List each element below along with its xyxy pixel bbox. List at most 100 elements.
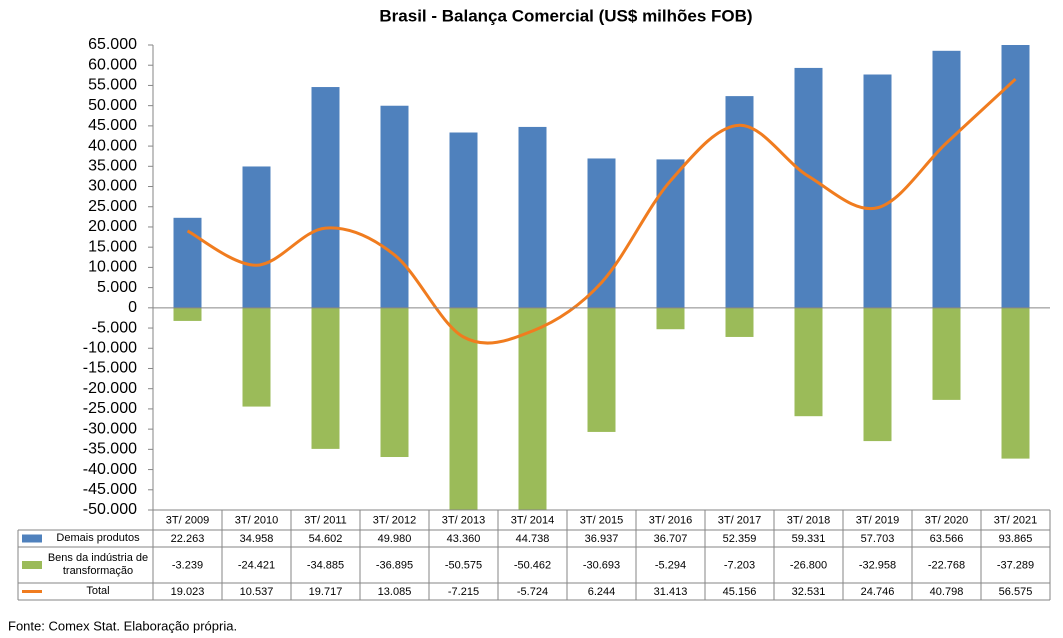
data-label: 32.531 (792, 586, 826, 598)
y-tick-label: 35.000 (88, 158, 137, 175)
x-tick-label: 3T/ 2019 (856, 514, 899, 526)
bar (1001, 307, 1030, 459)
x-tick-label: 3T/ 2017 (718, 514, 761, 526)
x-tick-label: 3T/ 2015 (580, 514, 623, 526)
bar (1001, 45, 1030, 308)
source-note: Fonte: Comex Stat. Elaboração própria. (8, 618, 237, 633)
data-label: 45.156 (723, 586, 757, 598)
bars (173, 45, 1030, 510)
bar (587, 158, 616, 308)
x-tick-label: 3T/ 2010 (235, 514, 278, 526)
bar (794, 307, 823, 417)
y-tick-label: 40.000 (88, 137, 137, 154)
y-tick-label: -35.000 (83, 441, 137, 458)
data-label: -3.239 (172, 559, 203, 571)
y-tick-label: 60.000 (88, 56, 137, 73)
bar (587, 307, 616, 432)
bar (173, 307, 202, 321)
legend-entry: Bens da indústria de transformação (47, 552, 149, 577)
bar (380, 307, 409, 458)
data-label: 52.359 (723, 533, 757, 545)
data-label: 40.798 (930, 586, 964, 598)
x-tick-label: 3T/ 2013 (442, 514, 485, 526)
bar (311, 87, 340, 308)
data-label: -34.885 (307, 559, 344, 571)
y-tick-label: -10.000 (83, 339, 137, 356)
chart-title: Brasil - Balança Comercial (US$ milhões … (379, 6, 752, 25)
y-tick-label: -30.000 (83, 420, 137, 437)
y-tick-label: -40.000 (83, 461, 137, 478)
data-label: 19.023 (171, 586, 205, 598)
y-tick-label: 55.000 (88, 77, 137, 94)
data-label: 56.575 (999, 586, 1033, 598)
data-label: 49.980 (378, 533, 412, 545)
data-label: -50.575 (445, 559, 482, 571)
y-tick-label: -15.000 (83, 360, 137, 377)
bar (794, 67, 823, 308)
data-label: 63.566 (930, 533, 964, 545)
data-label: -5.724 (517, 586, 548, 598)
data-label: 43.360 (447, 533, 481, 545)
x-tick-label: 3T/ 2020 (925, 514, 968, 526)
y-tick-label: 30.000 (88, 178, 137, 195)
bar (863, 74, 892, 308)
bar (518, 126, 547, 308)
data-label: 36.937 (585, 533, 619, 545)
legend-label: Bens da indústria de transformação (47, 552, 149, 577)
y-tick-label: -5.000 (92, 319, 137, 336)
data-label: 19.717 (309, 586, 343, 598)
data-label: 13.085 (378, 586, 412, 598)
data-label: 93.865 (999, 533, 1033, 545)
y-tick-label: -25.000 (83, 400, 137, 417)
bar (173, 217, 202, 308)
bar (449, 132, 478, 308)
y-tick-label: 25.000 (88, 198, 137, 215)
y-tick-label: -20.000 (83, 380, 137, 397)
x-tick-label: 3T/ 2018 (787, 514, 830, 526)
y-tick-label: 20.000 (88, 218, 137, 235)
bar (863, 307, 892, 442)
y-tick-label: 15.000 (88, 238, 137, 255)
legend-entry: Total (86, 585, 110, 597)
bar (932, 50, 961, 308)
data-label: 36.707 (654, 533, 688, 545)
line (186, 77, 1017, 345)
data-label: -7.203 (724, 559, 755, 571)
y-tick-label: 0 (128, 299, 137, 316)
data-label: 10.537 (240, 586, 274, 598)
bar (242, 307, 271, 407)
y-tick-label: -50.000 (83, 501, 137, 518)
data-label: -7.215 (448, 586, 479, 598)
bar (656, 307, 685, 330)
x-tick-label: 3T/ 2014 (511, 514, 554, 526)
bar (725, 307, 754, 337)
data-label: 31.413 (654, 586, 688, 598)
legend-entry: Demais produtos (56, 532, 140, 544)
data-label: -30.693 (583, 559, 620, 571)
y-tick-label: 5.000 (97, 279, 137, 296)
data-label: -37.289 (997, 559, 1034, 571)
y-tick-label: 65.000 (88, 36, 137, 53)
data-label: -26.800 (790, 559, 827, 571)
data-label: -22.768 (928, 559, 965, 571)
y-tick-label: 10.000 (88, 259, 137, 276)
data-label: 59.331 (792, 533, 826, 545)
data-label: 34.958 (240, 533, 274, 545)
bar (311, 307, 340, 449)
x-tick-label: 3T/ 2012 (373, 514, 416, 526)
legend-swatch (22, 561, 42, 569)
bar (656, 159, 685, 308)
bar (932, 307, 961, 400)
x-tick-label: 3T/ 2011 (304, 514, 347, 526)
bar (725, 96, 754, 308)
data-label: 24.746 (861, 586, 895, 598)
legend-label: Demais produtos (56, 532, 140, 544)
legend-label: Total (86, 585, 110, 597)
legend-swatch (22, 534, 42, 543)
data-label: -24.421 (238, 559, 275, 571)
data-label: 57.703 (861, 533, 895, 545)
data-label: 44.738 (516, 533, 550, 545)
y-tick-label: 45.000 (88, 117, 137, 134)
